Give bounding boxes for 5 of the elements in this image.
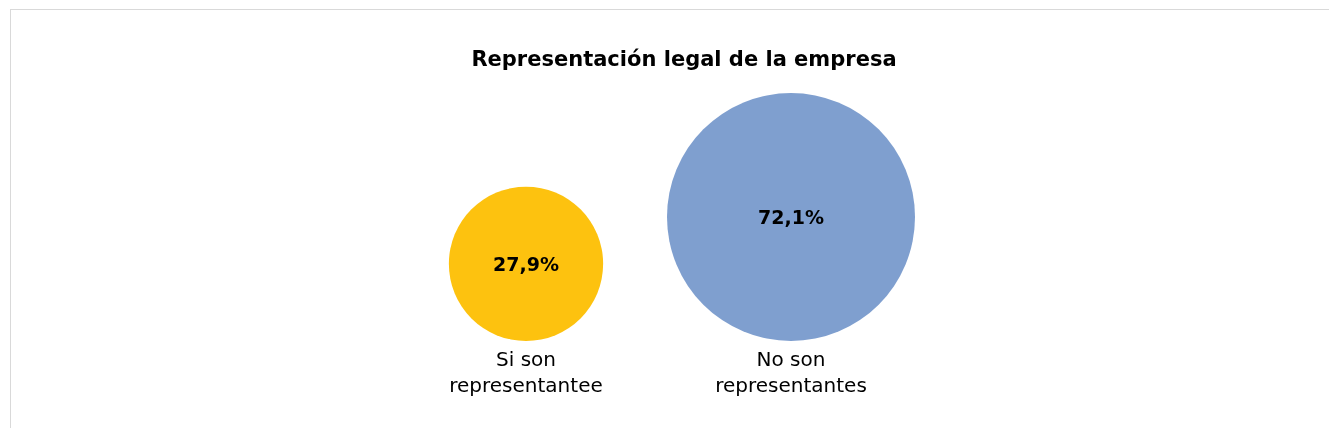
text: Representación legal de la empresa [471, 47, 897, 71]
data-label: 72,1% [758, 206, 824, 228]
category-label: No son representantes [715, 347, 867, 397]
category-label: Si son representantee [449, 347, 603, 397]
data-label: 27,9% [493, 252, 559, 275]
